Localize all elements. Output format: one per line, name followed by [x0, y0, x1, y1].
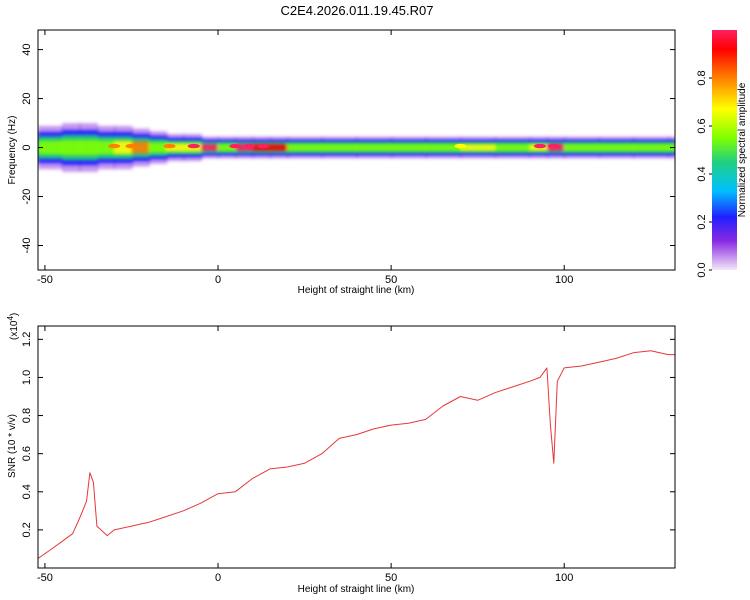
spectrogram-cell	[38, 140, 64, 155]
spectrogram-cell	[79, 139, 98, 156]
snr-series-line	[38, 350, 675, 559]
colorbar-tick-label: 0.8	[696, 70, 708, 85]
spectrogram-x-tick-label: 50	[385, 274, 397, 286]
spectrogram-x-tick-label: 0	[215, 274, 221, 286]
snr-y-multiplier-base: (x10	[9, 320, 20, 340]
snr-x-tick-label: 50	[385, 572, 397, 584]
spectrogram-x-ticks: -50 0 50 100	[37, 30, 573, 286]
snr-x-tick-label: 100	[555, 572, 573, 584]
spectrogram-y-tick-label: 0	[21, 144, 33, 150]
snr-y-axis-label: SNR (10 * v/v)	[7, 414, 18, 478]
colorbar-scale	[712, 30, 737, 270]
spectrogram-hotspot	[243, 143, 256, 149]
spectrogram-cell	[235, 144, 254, 151]
spectrogram-cell	[200, 144, 220, 151]
snr-frame	[37, 325, 676, 569]
spectrogram-cell	[148, 142, 168, 153]
colorbar-label: Normalized spectral amplitude	[737, 82, 748, 217]
spectrogram-band	[38, 123, 675, 172]
spectrogram-y-tick-label: 40	[21, 43, 33, 55]
spectrogram-cell	[62, 139, 81, 156]
snr-panel: -50 0 50 100 0.2 0.4 0.6 0.8 1.0 1.2 Height of s…	[6, 313, 676, 595]
snr-x-ticks: -50 0 50 100	[37, 326, 573, 584]
spectrogram-cell	[218, 144, 237, 151]
spectrogram-hotspot	[125, 143, 138, 149]
spectrogram-hotspot	[163, 143, 176, 149]
colorbar-tick-label: 0.0	[696, 262, 708, 277]
colorbar-tick-label: 0.4	[696, 166, 708, 181]
snr-y-tick-label: 1.0	[21, 370, 33, 385]
spectrogram-hotspot	[257, 143, 270, 149]
spectrogram-hotspot	[454, 143, 467, 149]
spectrogram-x-axis-label: Height of straight line (km)	[298, 285, 415, 296]
snr-x-axis-label: Height of straight line (km)	[298, 584, 415, 595]
spectrogram-cell	[425, 144, 462, 151]
spectrogram-y-ticks: -40 -20 0 20 40	[21, 43, 675, 253]
figure-title: C2E4.2026.011.19.45.R07	[281, 3, 434, 18]
snr-y-tick-label: 0.6	[21, 446, 33, 461]
snr-y-multiplier: (x104)	[6, 313, 20, 340]
spectrogram-cell	[287, 144, 323, 151]
spectrogram-cell	[96, 140, 116, 155]
spectrogram-x-tick-label: -50	[37, 274, 53, 286]
snr-y-tick-label: 1.2	[21, 332, 33, 347]
spectrogram-hotspot	[547, 143, 560, 149]
colorbar-tick-label: 0.6	[696, 118, 708, 133]
spectrogram-panel: -50 0 50 100 -40 -20 0 20 40 Height of straight…	[7, 29, 676, 296]
spectrogram-hotspot	[108, 143, 121, 149]
spectrogram-cell	[269, 144, 289, 151]
snr-x-tick-label: 0	[215, 572, 221, 584]
spectrogram-cell	[321, 144, 358, 151]
snr-y-ticks: 0.2 0.4 0.6 0.8 1.0 1.2	[21, 332, 675, 538]
snr-y-tick-label: 0.8	[21, 408, 33, 423]
spectrogram-y-axis-label: Frequency (Hz)	[7, 116, 18, 185]
snr-y-tick-label: 0.4	[21, 484, 33, 499]
spectrogram-cell	[131, 141, 150, 154]
spectrogram-y-tick-label: -20	[21, 189, 33, 205]
spectrogram-hotspot	[187, 143, 200, 149]
spectrogram-cell	[114, 140, 133, 155]
snr-y-multiplier-close: )	[9, 313, 20, 316]
spectrogram-cell	[391, 144, 427, 151]
spectrogram-x-tick-label: 100	[555, 274, 573, 286]
spectrogram-y-tick-label: -40	[21, 238, 33, 254]
spectrogram-cell	[564, 144, 600, 151]
snr-y-tick-label: 0.2	[21, 522, 33, 537]
spectrogram-cell	[356, 144, 393, 151]
snr-x-tick-label: -50	[37, 572, 53, 584]
colorbar-ticks: 0.0 0.2 0.4 0.6 0.8	[696, 70, 712, 278]
spectrogram-cell	[494, 144, 531, 151]
spectrogram-cell	[598, 144, 635, 151]
spectrogram-cell	[633, 144, 670, 151]
spectrogram-hotspot	[229, 143, 242, 149]
spectrogram-hotspot	[533, 143, 546, 149]
spectrogram-y-tick-label: 20	[21, 92, 33, 104]
spectrogram-cell	[460, 144, 496, 151]
spectrogram-frame	[37, 29, 676, 271]
colorbar: 0.0 0.2 0.4 0.6 0.8 Normalized spectral ampl…	[696, 30, 748, 278]
spectrogram-cell	[166, 143, 185, 152]
snr-y-multiplier-exponent: 4	[6, 316, 15, 321]
colorbar-tick-label: 0.2	[696, 214, 708, 229]
